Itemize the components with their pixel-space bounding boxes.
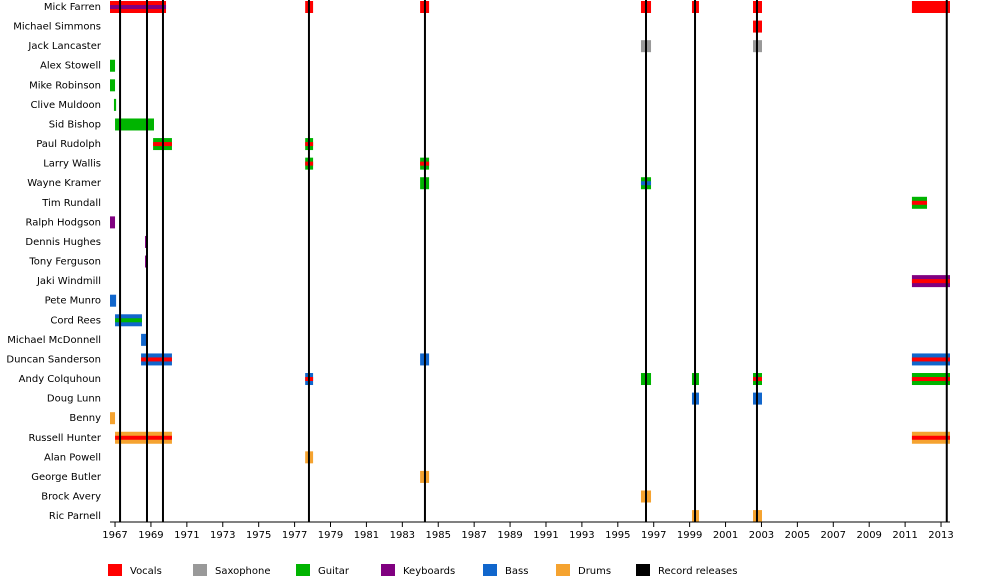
- legend-swatch: [556, 564, 570, 576]
- x-tick-label: 1967: [102, 530, 127, 541]
- legend-label: Keyboards: [403, 566, 455, 577]
- member-name: Paul Rudolph: [36, 139, 101, 150]
- member-name: Wayne Kramer: [27, 178, 102, 189]
- x-tick-label: 1985: [426, 530, 451, 541]
- period-stripe: [911, 377, 950, 382]
- member-name: Benny: [69, 413, 101, 424]
- period-bar: [110, 59, 116, 72]
- period-stripe: [911, 200, 928, 205]
- period-stripe: [911, 435, 950, 440]
- member-name: George Butler: [31, 472, 102, 483]
- period-stripe: [911, 279, 950, 284]
- period-bar: [115, 118, 154, 131]
- x-tick-label: 2013: [928, 530, 953, 541]
- member-name: Sid Bishop: [49, 119, 101, 130]
- member-name: Alan Powell: [44, 452, 101, 463]
- member-name: Doug Lunn: [47, 394, 101, 405]
- x-tick-label: 1981: [354, 530, 379, 541]
- member-name: Clive Muldoon: [31, 100, 101, 111]
- period-bar: [110, 216, 116, 229]
- legend-swatch: [193, 564, 207, 576]
- member-name: Jack Lancaster: [27, 41, 101, 52]
- member-name: Russell Hunter: [28, 433, 101, 444]
- period-bar: [110, 412, 116, 425]
- period-bar: [113, 98, 117, 111]
- x-tick-label: 2007: [821, 530, 846, 541]
- x-tick-label: 1993: [569, 530, 594, 541]
- x-tick-label: 1987: [461, 530, 486, 541]
- x-tick-label: 2003: [749, 530, 774, 541]
- period-bar: [141, 333, 147, 346]
- member-name: Larry Wallis: [43, 159, 101, 170]
- x-tick-label: 2001: [713, 530, 738, 541]
- legend-swatch: [381, 564, 395, 576]
- x-tick-label: 1973: [210, 530, 235, 541]
- member-name: Tim Rundall: [41, 198, 101, 209]
- period-bar: [110, 294, 117, 307]
- member-name: Duncan Sanderson: [6, 354, 101, 365]
- x-tick-label: 1975: [246, 530, 271, 541]
- legend-label: Bass: [505, 566, 528, 577]
- legend-label: Vocals: [130, 566, 162, 577]
- member-name: Ralph Hodgson: [26, 217, 102, 228]
- legend-swatch: [483, 564, 497, 576]
- legend-label: Record releases: [658, 566, 737, 577]
- x-tick-label: 1995: [605, 530, 630, 541]
- x-tick-label: 1983: [390, 530, 415, 541]
- member-name: Alex Stowell: [40, 61, 101, 72]
- x-tick-label: 1969: [138, 530, 163, 541]
- member-name: Mick Farren: [44, 2, 101, 13]
- x-tick-label: 2005: [785, 530, 810, 541]
- member-name: Ric Parnell: [49, 511, 101, 522]
- period-stripe: [110, 5, 167, 9]
- period-stripe: [115, 318, 142, 323]
- member-name: Michael McDonnell: [7, 335, 101, 346]
- member-name: Andy Colquhoun: [19, 374, 101, 385]
- x-tick-label: 1977: [282, 530, 307, 541]
- member-name: Dennis Hughes: [25, 237, 101, 248]
- x-tick-label: 2009: [856, 530, 881, 541]
- period-stripe: [911, 357, 950, 362]
- x-tick-label: 1971: [174, 530, 199, 541]
- x-tick-label: 2011: [892, 530, 917, 541]
- legend-label: Drums: [578, 566, 611, 577]
- member-name: Pete Munro: [45, 296, 101, 307]
- x-tick-label: 1989: [497, 530, 522, 541]
- member-name: Brock Avery: [41, 492, 101, 503]
- period-stripe: [115, 435, 172, 440]
- legend-swatch: [108, 564, 122, 576]
- legend-swatch: [296, 564, 310, 576]
- x-tick-label: 1997: [641, 530, 666, 541]
- period-bar: [110, 79, 116, 92]
- legend-label: Guitar: [318, 566, 350, 577]
- member-name: Jaki Windmill: [36, 276, 101, 287]
- member-name: Cord Rees: [50, 315, 101, 326]
- x-tick-label: 1991: [533, 530, 558, 541]
- legend-label: Saxophone: [215, 566, 271, 577]
- member-name: Michael Simmons: [13, 22, 101, 33]
- x-tick-label: 1999: [677, 530, 702, 541]
- period-bar: [911, 1, 950, 13]
- member-name: Tony Ferguson: [28, 257, 101, 268]
- legend-swatch: [636, 564, 650, 576]
- member-name: Mike Robinson: [29, 80, 101, 91]
- x-tick-label: 1979: [318, 530, 343, 541]
- period-stripe: [141, 357, 172, 362]
